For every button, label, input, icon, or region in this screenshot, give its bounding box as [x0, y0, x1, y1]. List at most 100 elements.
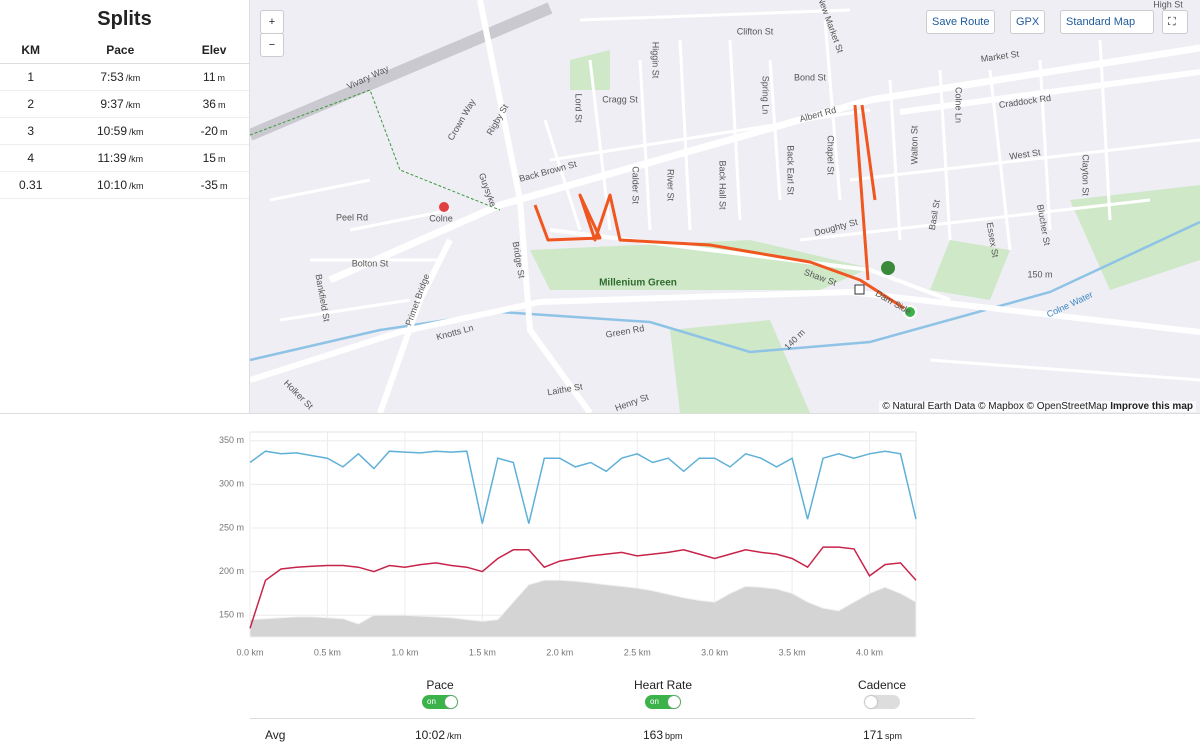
split-elev-cell: -20 m — [179, 117, 249, 145]
split-km: 1 — [0, 63, 62, 91]
avg-cadence: 171 — [863, 728, 884, 742]
unit: /km — [128, 154, 144, 164]
toggle-switch[interactable]: on — [645, 695, 681, 709]
unit: spm — [885, 731, 903, 741]
street-label: Bolton St — [352, 258, 389, 268]
park — [530, 240, 870, 290]
split-elev: 36 — [202, 97, 216, 111]
y-tick-label: 350 m — [219, 435, 244, 445]
toggle-label: Heart Rate — [633, 678, 693, 692]
avg-heart-rate: 163 — [643, 728, 664, 742]
split-elev: -35 — [200, 178, 218, 192]
unit: m — [217, 100, 226, 110]
split-pace-cell: 9:37/km — [61, 90, 180, 118]
attribution: © Natural Earth Data © Mapbox © OpenStre… — [879, 401, 1196, 412]
park — [670, 320, 810, 413]
x-tick-label: 3.0 km — [701, 647, 728, 657]
split-row: 3 10:59/km -20 m — [0, 117, 249, 145]
street-label: Chapel St — [826, 135, 836, 175]
street-label: Walton St — [909, 125, 919, 164]
unit: m — [219, 127, 228, 137]
series-line — [249, 546, 917, 629]
unit: bpm — [665, 731, 683, 741]
x-tick-label: 2.0 km — [546, 647, 573, 657]
park — [930, 240, 1010, 300]
splits-title: Splits — [97, 8, 152, 30]
split-pace: 10:10 — [97, 178, 128, 192]
street-label: Colne Ln — [954, 87, 964, 123]
street-label: High St — [1153, 0, 1183, 9]
finish-marker — [854, 284, 865, 295]
y-tick-label: 150 m — [219, 610, 244, 620]
split-pace: 11:39 — [97, 151, 127, 165]
route — [533, 104, 911, 314]
street-label: Higgin St — [651, 42, 661, 79]
start-marker — [903, 305, 917, 319]
toggle[interactable]: Cadence — [822, 678, 942, 712]
splits-panel: Splits KM Pace Elev 1 7:53/km 11 m 2 9:37/km 3… — [0, 0, 250, 413]
header: Elev — [179, 37, 249, 64]
split-pace-cell: 10:10/km — [61, 171, 180, 199]
station-icon — [439, 202, 449, 212]
x-tick-label: 0.0 km — [236, 647, 263, 657]
split-elev-cell: -35 m — [179, 171, 249, 199]
street-label: West St — [1009, 147, 1042, 161]
park-icon — [881, 261, 895, 275]
zoom-out[interactable]: − — [260, 33, 284, 57]
avg-pace: 10:02 — [415, 728, 446, 742]
attribution-text: © Natural Earth Data © Mapbox © OpenStre… — [882, 401, 1108, 412]
x-tick-label: 2.5 km — [624, 647, 651, 657]
zoom-in[interactable]: + — [260, 10, 284, 34]
gpx-button[interactable]: GPX — [1010, 10, 1046, 34]
river — [250, 220, 1200, 362]
split-pace: 7:53 — [100, 70, 124, 84]
toggle-switch[interactable]: on — [422, 695, 458, 709]
map-style-select[interactable]: Standard Map — [1060, 10, 1154, 34]
averages: Avg 10:02/km 163 bpm 171 spm — [250, 718, 975, 749]
unit: m — [217, 73, 226, 83]
split-pace: 9:37 — [100, 97, 124, 111]
street-label: Bond St — [794, 72, 827, 82]
toggle-state: on — [650, 697, 659, 706]
split-elev-cell: 15 m — [179, 144, 249, 172]
footpath — [250, 89, 501, 211]
fullscreen-button[interactable]: ⛶ — [1162, 10, 1188, 34]
street-label: Colne — [429, 213, 453, 223]
unit: /km — [129, 127, 144, 137]
unit: /km — [125, 73, 141, 83]
unit: m — [217, 154, 226, 164]
avg-label: Avg — [265, 728, 286, 742]
street-label: Calder St — [631, 166, 641, 204]
x-tick-label: 1.0 km — [391, 647, 418, 657]
street-label: Clifton St — [737, 26, 774, 36]
toggle[interactable]: Pace on — [380, 678, 500, 709]
unit: /km — [129, 181, 144, 191]
roads — [250, 0, 1200, 413]
y-tick-label: 200 m — [219, 566, 244, 576]
split-elev-cell: 11 m — [179, 63, 249, 91]
splits-table: KM Pace Elev 1 7:53/km 11 m 2 9:37/km 36 m 3 10:5… — [0, 37, 249, 199]
unit: /km — [125, 100, 141, 110]
street-label: River St — [666, 169, 676, 202]
street-label: Back Hall St — [718, 160, 728, 210]
x-tick-label: 1.5 km — [469, 647, 496, 657]
toggle-switch[interactable] — [864, 695, 900, 709]
header: KM — [0, 37, 62, 64]
split-km: 4 — [0, 144, 62, 172]
street-label: Clayton St — [1081, 154, 1091, 196]
toggle-state: on — [427, 697, 436, 706]
street-label: Lord St — [574, 93, 584, 123]
save-route-button[interactable]: Save Route — [926, 10, 996, 34]
toggle[interactable]: Heart Rate on — [603, 678, 723, 709]
street-label: Millenium Green — [599, 278, 677, 289]
split-elev: 11 — [203, 70, 216, 84]
series-line — [249, 450, 917, 524]
split-pace: 10:59 — [97, 124, 128, 138]
toggle-label: Cadence — [857, 678, 907, 692]
x-tick-label: 3.5 km — [779, 647, 806, 657]
street-label: Spring Ln — [761, 76, 771, 115]
street-label: Back Earl St — [786, 145, 796, 195]
improve-link[interactable]: Improve this map — [1110, 401, 1193, 412]
